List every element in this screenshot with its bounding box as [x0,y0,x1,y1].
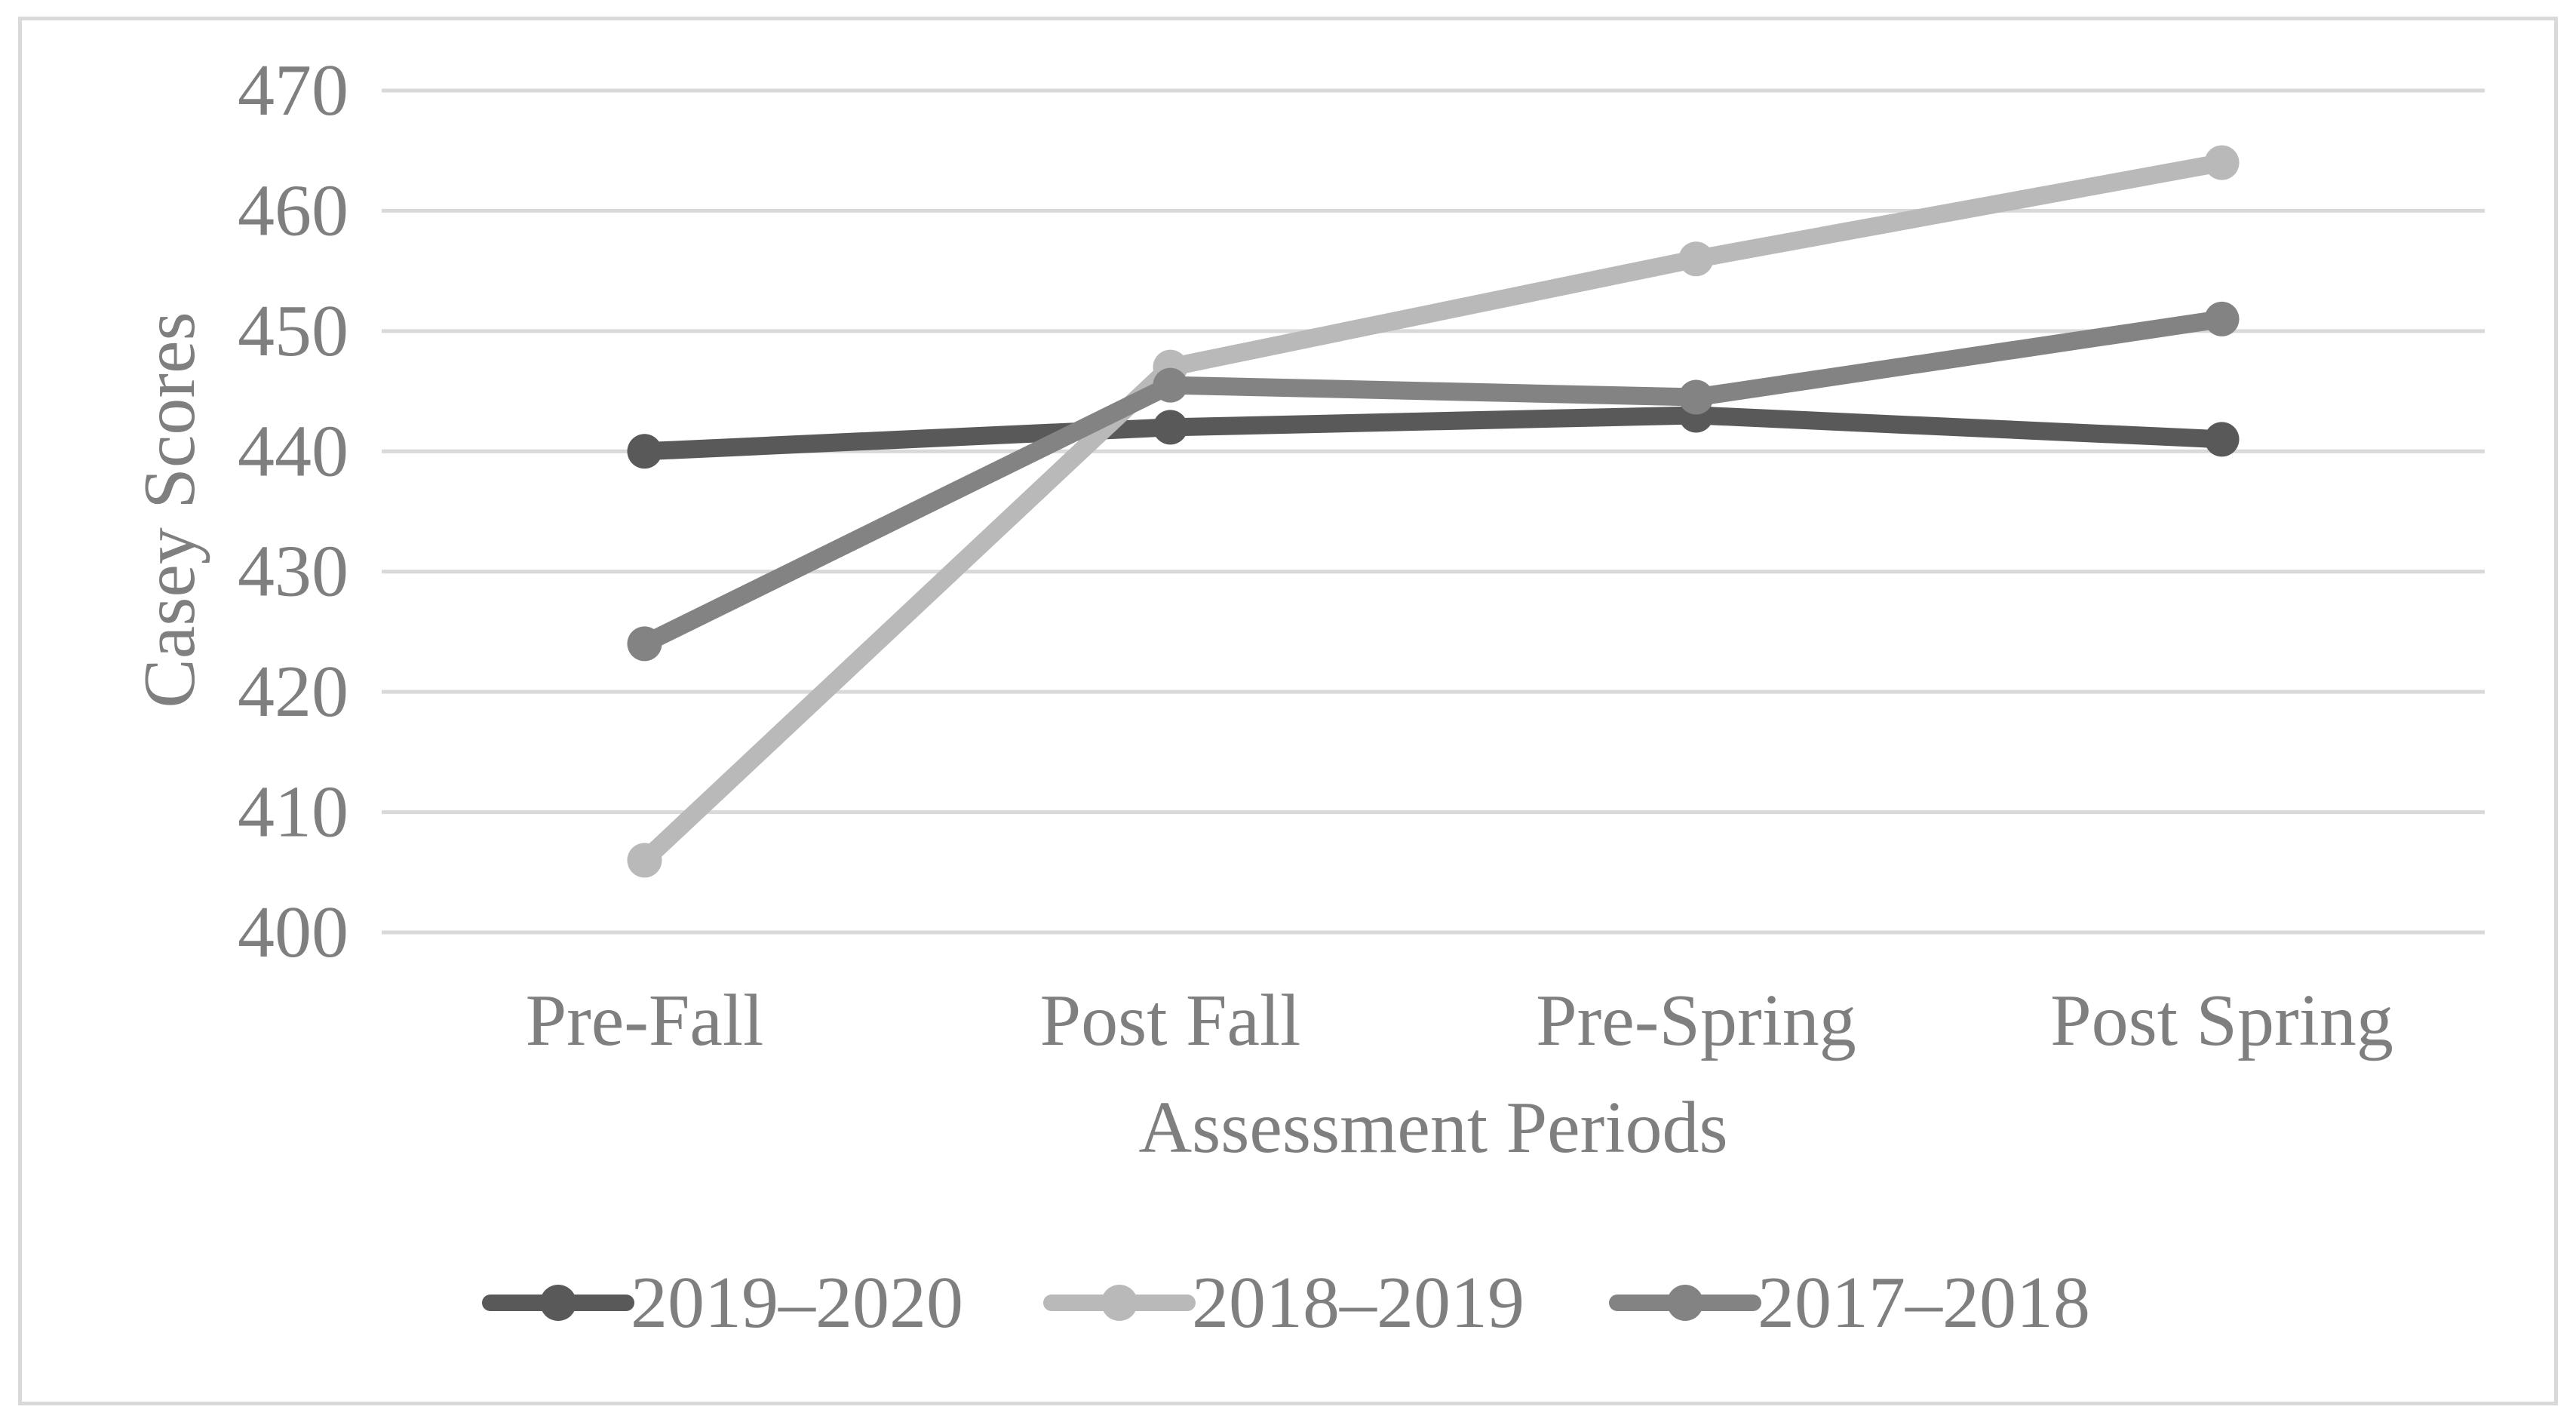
series-line [635,153,2231,870]
y-tick-label: 410 [238,772,348,853]
series-plot [627,145,2240,878]
legend-label: 2019–2020 [631,1262,963,1344]
legend-item: 2017–2018 [1609,1262,2090,1344]
y-tick-label: 440 [238,410,348,492]
data-point-marker [1678,379,1714,415]
data-point-marker [2204,422,2240,457]
y-axis-title: Casey Scores [129,312,210,708]
x-axis-category-labels: Pre-Fall Post Fall Pre-Spring Post Spring [526,980,2393,1061]
data-point-marker [1678,241,1714,277]
y-tick-label: 430 [238,531,348,613]
legend-label: 2017–2018 [1758,1262,2090,1344]
legend-marker [1101,1285,1138,1321]
legend-item: 2018–2019 [1043,1262,1524,1344]
y-axis-tick-labels: 400 410 420 430 440 450 460 470 [238,50,348,973]
data-point-marker [2204,301,2240,336]
x-category-label: Pre-Fall [526,980,764,1061]
x-category-label: Post Fall [1040,980,1301,1061]
x-category-label: Post Spring [2050,980,2393,1061]
y-tick-label: 470 [238,50,348,131]
legend-label: 2018–2019 [1192,1262,1524,1344]
y-tick-label: 420 [238,651,348,732]
data-point-marker [627,434,662,469]
y-tick-label: 450 [238,290,348,372]
x-category-label: Pre-Spring [1536,980,1856,1061]
legend-marker [1667,1285,1703,1321]
series-line [635,406,2231,461]
legend-marker [540,1285,576,1321]
x-axis-title: Assessment Periods [1138,1087,1727,1169]
legend: 2019–2020 2018–2019 2017–2018 [482,1262,2090,1344]
chart-border [18,17,2558,1405]
legend-item: 2019–2020 [482,1262,963,1344]
data-point-marker [627,626,662,662]
y-tick-label: 460 [238,170,348,251]
series-line [635,309,2231,653]
data-point-marker [627,843,662,878]
data-point-marker [2204,145,2240,180]
data-point-marker [1153,410,1188,445]
y-tick-label: 400 [238,892,348,973]
data-point-marker [1153,367,1188,403]
